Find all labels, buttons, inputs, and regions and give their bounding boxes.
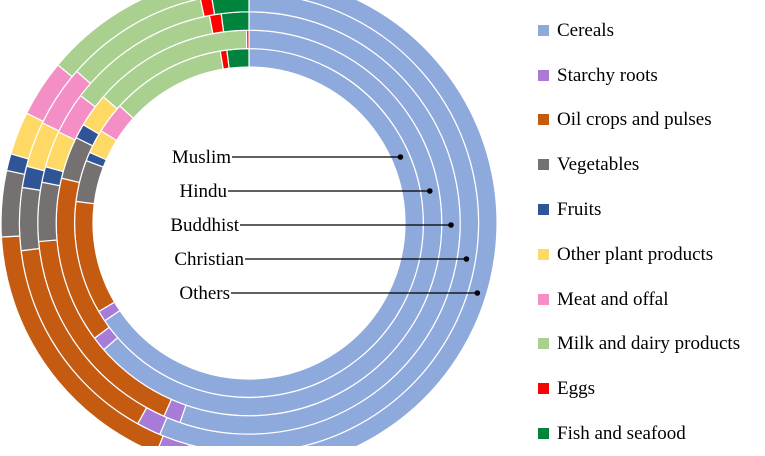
chart-rings — [0, 0, 498, 446]
leader-dot-buddhist — [448, 222, 454, 228]
legend-item-milk-and-dairy-products: Milk and dairy products — [538, 322, 763, 367]
leader-dot-hindu — [426, 188, 433, 194]
ring-hindu — [55, 29, 443, 417]
legend-swatch-meat-and-offal — [538, 293, 549, 305]
legend-item-vegetables: Vegetables — [538, 142, 763, 187]
legend-swatch-cereals — [538, 24, 549, 36]
leader-dot-muslim — [397, 154, 404, 160]
legend-item-meat-and-offal: Meat and offal — [538, 277, 763, 322]
ring-others — [0, 0, 498, 446]
segment-muslim-fish-and-seafood — [226, 48, 250, 69]
ring-labels: Muslim Hindu Buddhist Christian Others — [170, 147, 481, 304]
legend-swatch-starchy-roots — [538, 69, 549, 81]
legend-swatch-fish-and-seafood — [538, 428, 549, 440]
legend-swatch-eggs — [538, 383, 549, 395]
legend-item-oil-crops-and-pulses: Oil crops and pulses — [538, 98, 763, 143]
segment-buddhist-fish-and-seafood — [220, 11, 250, 33]
legend-item-fish-and-seafood: Fish and seafood — [538, 411, 763, 456]
leader-dot-christian — [463, 256, 470, 262]
legend-label-other-plant-products: Other plant products — [557, 243, 714, 265]
legend-swatch-oil-crops-and-pulses — [538, 114, 549, 126]
legend-label-oil-crops-and-pulses: Oil crops and pulses — [557, 109, 712, 131]
legend-item-eggs: Eggs — [538, 366, 763, 411]
ring-label-muslim: Muslim — [172, 147, 231, 168]
segment-others-milk-and-dairy-products — [57, 0, 196, 78]
ring-label-christian: Christian — [174, 249, 244, 270]
ring-label-hindu: Hindu — [180, 181, 228, 202]
segment-buddhist-vegetables — [37, 181, 61, 243]
ring-christian — [18, 0, 480, 446]
ring-buddhist — [37, 11, 461, 435]
legend-swatch-fruits — [538, 204, 549, 216]
donut-chart: Muslim Hindu Buddhist Christian Others — [0, 0, 498, 446]
legend-label-fish-and-seafood: Fish and seafood — [557, 423, 686, 445]
legend-swatch-other-plant-products — [538, 248, 549, 260]
legend: Cereals Starchy roots Oil crops and pulses… — [538, 8, 763, 456]
legend-label-vegetables: Vegetables — [557, 154, 640, 176]
segment-christian-fish-and-seafood — [211, 0, 250, 16]
leader-dot-others — [474, 290, 481, 296]
segment-hindu-eggs — [245, 29, 250, 50]
legend-item-cereals: Cereals — [538, 8, 763, 53]
legend-label-meat-and-offal: Meat and offal — [557, 288, 669, 310]
legend-label-eggs: Eggs — [557, 378, 595, 400]
legend-swatch-vegetables — [538, 159, 549, 171]
legend-label-fruits: Fruits — [557, 199, 602, 221]
segment-christian-vegetables — [18, 186, 41, 252]
legend-item-other-plant-products: Other plant products — [538, 232, 763, 277]
legend-label-milk-and-dairy-products: Milk and dairy products — [557, 333, 741, 355]
legend-item-fruits: Fruits — [538, 187, 763, 232]
ring-muslim — [74, 48, 424, 398]
legend-item-starchy-roots: Starchy roots — [538, 53, 763, 98]
legend-swatch-milk-and-dairy-products — [538, 338, 549, 350]
ring-label-buddhist: Buddhist — [170, 215, 239, 236]
ring-label-others: Others — [179, 283, 230, 304]
legend-label-cereals: Cereals — [557, 19, 614, 41]
segment-others-cereals — [188, 0, 498, 446]
legend-label-starchy-roots: Starchy roots — [557, 64, 658, 86]
